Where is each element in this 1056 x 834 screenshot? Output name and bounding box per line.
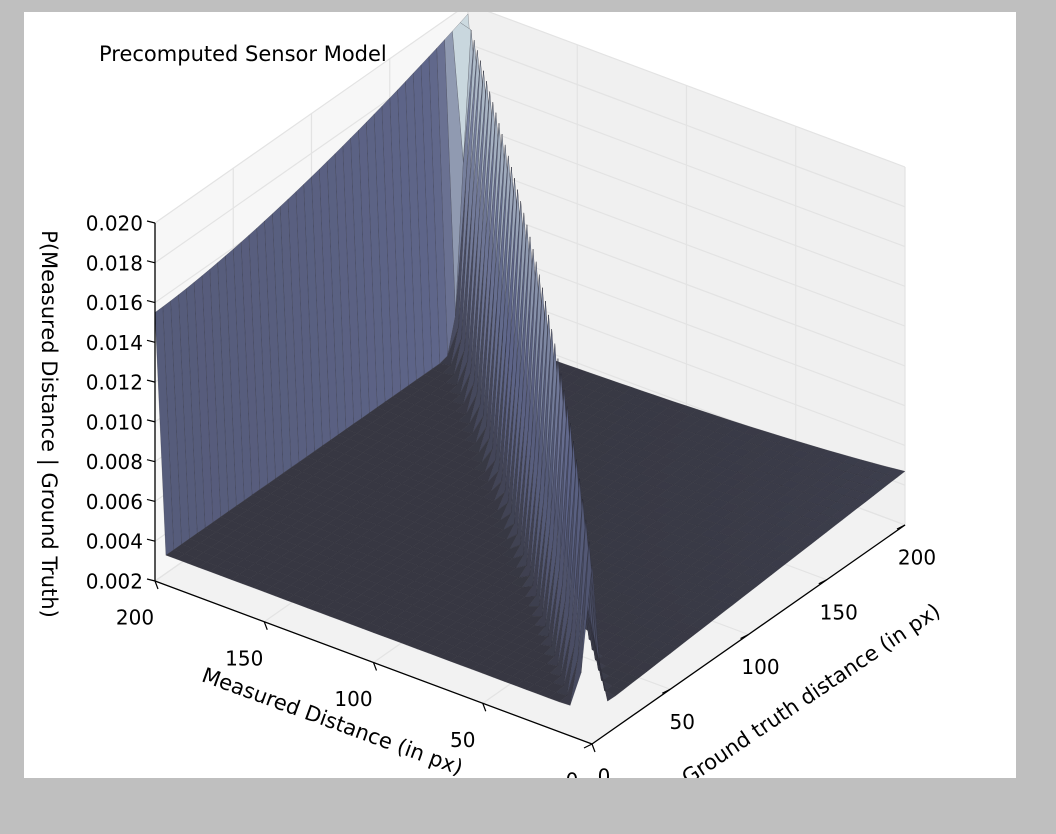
axis-lines — [146, 220, 906, 753]
y-tick-label: 100 — [334, 687, 372, 711]
x-tick-mark — [661, 688, 671, 694]
y-tick-mark — [154, 580, 159, 590]
z-tick-mark — [146, 379, 156, 383]
z-tick-mark — [146, 339, 156, 343]
x-tick-label: 50 — [670, 710, 695, 734]
z-tick-mark — [146, 459, 156, 463]
x-tick-mark — [740, 633, 749, 640]
z-tick-label: 0.002 — [86, 570, 143, 594]
grid-line — [467, 242, 906, 407]
x-tick-label: 100 — [741, 655, 779, 679]
grid-line — [467, 82, 906, 248]
x-tick-mark — [896, 524, 906, 530]
z-tick-label: 0.020 — [86, 212, 143, 236]
y-tick-mark — [372, 662, 378, 671]
z-tick-mark — [146, 498, 156, 503]
x-tick-label: 0 — [598, 765, 611, 779]
y-tick-label: 50 — [450, 728, 475, 752]
x-tick-mark — [818, 579, 828, 585]
grid-line — [467, 43, 906, 208]
y-tick-mark — [263, 621, 268, 630]
grid-line — [467, 162, 906, 327]
z-tick-label: 0.016 — [86, 291, 143, 315]
plot-canvas: Precomputed Sensor Model 0 50 100 150 200 0 50… — [24, 12, 1016, 778]
y-tick-mark — [482, 703, 487, 712]
z-tick-label: 0.012 — [86, 371, 143, 395]
x-tick-label: 150 — [820, 600, 858, 624]
z-tick-mark — [146, 419, 156, 423]
chart-title: Precomputed Sensor Model — [99, 42, 387, 66]
z-axis-label: P(Measured Distance | Ground Truth) — [36, 230, 61, 618]
z-tick-mark — [146, 299, 156, 304]
surface-plot: 0 50 100 150 200 0 50 100 150 200 0.002 0.004 0.006 0… — [36, 12, 945, 779]
y-tick-label: 200 — [116, 606, 154, 630]
surface-patch — [580, 541, 600, 673]
y-tick-label: 150 — [225, 646, 263, 670]
z-tick-mark — [146, 260, 156, 264]
z-tick-label: 0.018 — [86, 251, 143, 275]
z-tick-label: 0.014 — [86, 331, 143, 355]
z-tick-mark — [146, 220, 156, 224]
x-tick-mark — [583, 743, 593, 749]
z-tick-label: 0.006 — [86, 490, 143, 514]
z-tick-label: 0.008 — [86, 450, 143, 474]
grid-line — [154, 12, 458, 224]
z-tick-mark — [146, 538, 156, 542]
y-tick-label: 0 — [566, 769, 579, 779]
surface-mesh — [154, 13, 906, 706]
y-tick-mark — [591, 743, 596, 753]
z-tick-mark — [146, 578, 156, 582]
z-tick-label: 0.010 — [86, 410, 143, 434]
x-tick-label: 200 — [898, 546, 936, 570]
grid-line — [467, 122, 906, 287]
tick-labels: 0 50 100 150 200 0 50 100 150 200 0.002 0.004 0.006 0… — [86, 212, 936, 779]
grid-line — [467, 202, 906, 367]
z-tick-label: 0.004 — [86, 530, 143, 554]
grid-line — [487, 12, 906, 168]
